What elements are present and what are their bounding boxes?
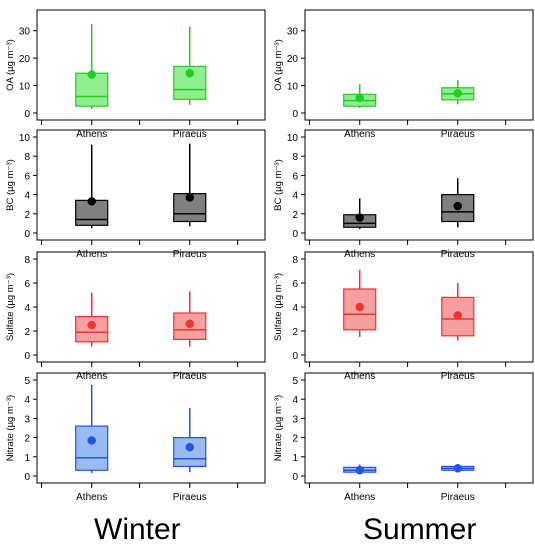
- y-tick-label: 0: [292, 229, 298, 240]
- mean-marker: [185, 442, 195, 452]
- y-axis-label: Sulfate (µg m⁻³): [273, 273, 284, 341]
- mean-marker: [453, 464, 463, 473]
- y-axis-label: BC (µg m⁻³): [273, 159, 284, 211]
- y-tick-label: 0: [24, 229, 30, 240]
- x-category-label: Piraeus: [441, 492, 475, 503]
- mean-marker: [185, 193, 195, 202]
- y-tick-label: 4: [24, 395, 30, 406]
- mean-marker: [355, 213, 364, 222]
- x-category-label: Athens: [344, 249, 375, 260]
- y-tick-label: 8: [24, 152, 30, 163]
- y-axis-label: BC (µg m⁻³): [5, 159, 16, 211]
- y-tick-label: 4: [292, 395, 298, 406]
- plot-frame: [304, 129, 534, 241]
- y-tick-label: 10: [287, 133, 299, 144]
- y-tick-label: 30: [287, 27, 299, 38]
- y-tick-label: 1: [292, 453, 298, 464]
- y-tick-label: 2: [24, 210, 30, 221]
- y-tick-label: 0: [24, 472, 30, 483]
- y-tick-label: 2: [292, 210, 298, 221]
- y-tick-label: 3: [292, 414, 298, 425]
- x-category-label: Piraeus: [173, 371, 207, 382]
- y-tick-label: 10: [287, 82, 299, 93]
- mean-marker: [87, 436, 96, 445]
- iqr-box: [441, 194, 475, 223]
- iqr-box: [173, 437, 207, 468]
- y-tick-label: 20: [19, 54, 31, 65]
- x-category-label: Athens: [344, 492, 375, 503]
- y-axis-label: Nitrate (µg m⁻³): [273, 395, 284, 461]
- x-category-label: Athens: [76, 492, 107, 503]
- mean-marker: [453, 201, 463, 211]
- y-tick-label: 2: [292, 434, 298, 445]
- mean-marker: [453, 89, 463, 98]
- plot-frame: [36, 251, 266, 363]
- mean-marker: [355, 302, 364, 312]
- x-category-label: Piraeus: [441, 371, 475, 382]
- y-tick-label: 10: [19, 133, 31, 144]
- plot-frame: [304, 9, 534, 121]
- y-tick-label: 0: [24, 109, 30, 120]
- y-axis-label: OA (µg m⁻³): [5, 39, 16, 91]
- mean-marker: [355, 465, 364, 475]
- x-category-label: Piraeus: [173, 249, 207, 260]
- y-tick-label: 4: [24, 303, 30, 314]
- plot-frame: [304, 251, 534, 363]
- y-tick-label: 8: [24, 255, 30, 266]
- plot-frame: [36, 9, 266, 121]
- y-tick-label: 20: [287, 54, 299, 65]
- y-tick-label: 2: [24, 434, 30, 445]
- iqr-box: [75, 425, 109, 471]
- mean-marker: [453, 311, 463, 320]
- summer-column-label: Summer: [363, 513, 477, 546]
- mean-marker: [185, 319, 195, 329]
- x-category-label: Athens: [76, 371, 107, 382]
- mean-marker: [185, 68, 195, 78]
- mean-marker: [87, 70, 96, 79]
- y-tick-label: 5: [292, 376, 298, 387]
- winter-column-label: Winter: [94, 513, 181, 546]
- y-tick-label: 10: [19, 82, 31, 93]
- x-category-label: Piraeus: [441, 129, 475, 140]
- y-tick-label: 0: [292, 109, 298, 120]
- plot-frame: [36, 372, 266, 484]
- y-tick-label: 5: [24, 376, 30, 387]
- y-tick-label: 1: [24, 453, 30, 464]
- y-tick-label: 4: [292, 303, 298, 314]
- y-axis-label: OA (µg m⁻³): [273, 39, 284, 91]
- y-tick-label: 30: [19, 27, 31, 38]
- y-tick-label: 3: [24, 414, 30, 425]
- y-tick-label: 6: [24, 171, 30, 182]
- y-axis-label: Nitrate (µg m⁻³): [5, 395, 16, 461]
- y-tick-label: 8: [292, 255, 298, 266]
- y-tick-label: 0: [24, 351, 30, 362]
- mean-marker: [87, 320, 96, 330]
- y-tick-label: 6: [292, 171, 298, 182]
- x-category-label: Piraeus: [173, 492, 207, 503]
- x-category-label: Athens: [76, 129, 107, 140]
- plot-frame: [36, 129, 266, 241]
- y-axis-label: Sulfate (µg m⁻³): [5, 273, 16, 341]
- x-category-label: Athens: [76, 249, 107, 260]
- x-category-label: Athens: [344, 129, 375, 140]
- y-tick-label: 6: [292, 279, 298, 290]
- y-tick-label: 0: [292, 351, 298, 362]
- x-category-label: Athens: [344, 371, 375, 382]
- y-tick-label: 0: [292, 472, 298, 483]
- y-tick-label: 2: [24, 327, 30, 338]
- y-tick-label: 2: [292, 327, 298, 338]
- plot-frame: [304, 372, 534, 484]
- y-tick-label: 8: [292, 152, 298, 163]
- x-category-label: Piraeus: [173, 129, 207, 140]
- y-tick-label: 6: [24, 279, 30, 290]
- y-tick-label: 4: [24, 191, 30, 202]
- mean-marker: [355, 93, 364, 103]
- x-category-label: Piraeus: [441, 249, 475, 260]
- mean-marker: [87, 197, 96, 206]
- y-tick-label: 4: [292, 191, 298, 202]
